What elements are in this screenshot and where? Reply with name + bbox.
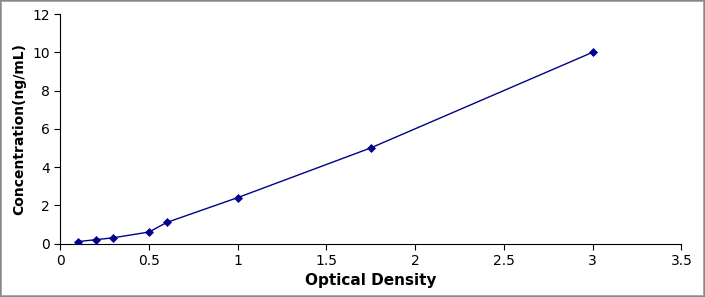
Y-axis label: Concentration(ng/mL): Concentration(ng/mL) bbox=[13, 43, 27, 215]
X-axis label: Optical Density: Optical Density bbox=[305, 274, 436, 288]
